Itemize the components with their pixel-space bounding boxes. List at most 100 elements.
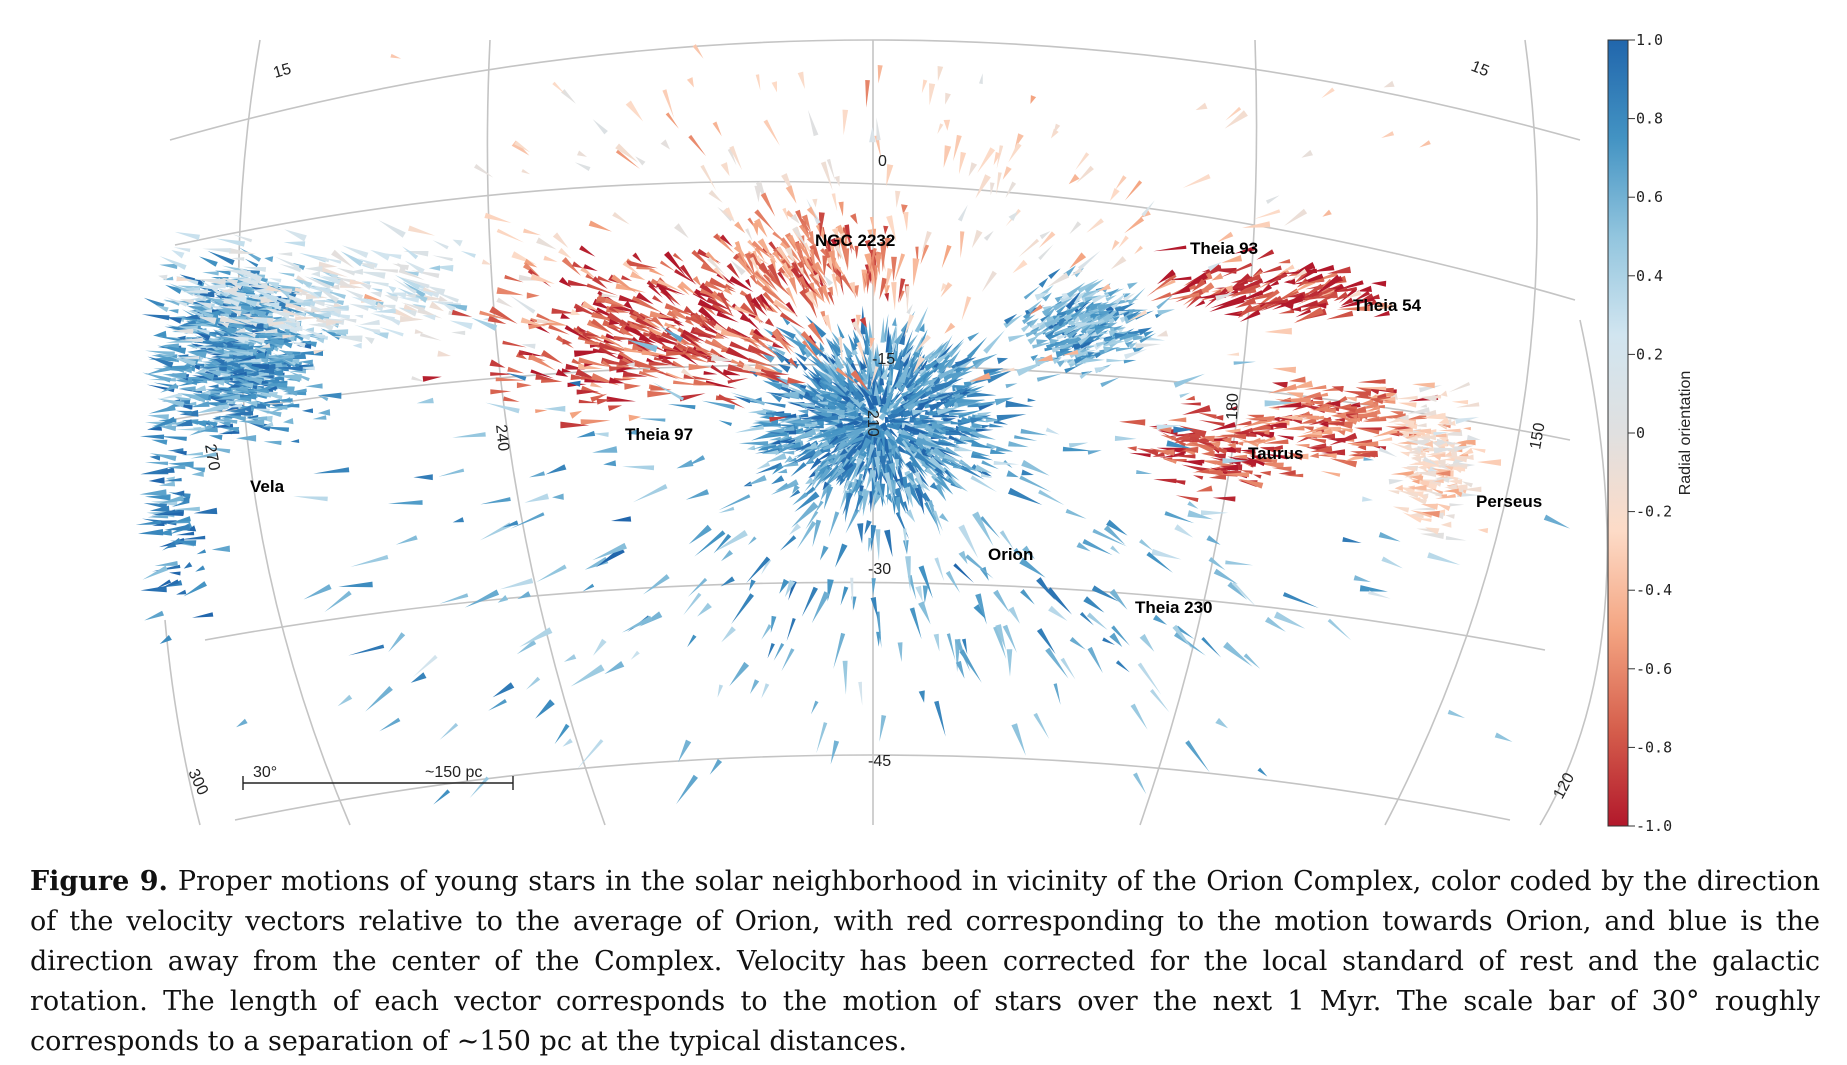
velocity-vector xyxy=(883,472,895,506)
velocity-vector xyxy=(272,375,285,382)
velocity-vector xyxy=(842,660,848,695)
velocity-vector xyxy=(179,299,195,305)
velocity-vector xyxy=(898,353,914,384)
velocity-vector xyxy=(827,364,847,388)
velocity-vector xyxy=(786,618,796,642)
velocity-vector xyxy=(906,303,913,315)
velocity-vector xyxy=(1422,489,1443,497)
velocity-vector xyxy=(339,318,357,323)
velocity-vector xyxy=(1303,283,1324,297)
velocity-vector xyxy=(941,458,962,470)
velocity-vector xyxy=(962,392,971,396)
velocity-vector xyxy=(1068,442,1089,448)
velocity-vector xyxy=(198,287,220,295)
velocity-vector xyxy=(618,295,640,303)
velocity-vector xyxy=(352,342,362,349)
velocity-vector xyxy=(552,81,565,94)
velocity-vector xyxy=(1219,434,1247,440)
velocity-vector xyxy=(1097,303,1118,312)
velocity-vector xyxy=(680,368,696,379)
velocity-vector xyxy=(814,388,838,399)
velocity-vector xyxy=(1286,392,1304,399)
velocity-vector xyxy=(526,292,540,299)
velocity-vector xyxy=(1321,87,1335,99)
velocity-vector xyxy=(834,244,844,261)
velocity-vector xyxy=(258,383,288,388)
velocity-vector xyxy=(931,474,946,494)
velocity-vector xyxy=(883,225,889,235)
velocity-vector xyxy=(713,533,732,554)
velocity-vector xyxy=(220,427,240,432)
velocity-vector xyxy=(283,241,306,247)
velocity-vector xyxy=(870,524,877,552)
velocity-vector xyxy=(934,378,964,392)
velocity-vector xyxy=(584,556,609,570)
velocity-vector xyxy=(806,198,821,225)
velocity-vector xyxy=(1083,278,1105,294)
velocity-vector xyxy=(149,453,177,462)
velocity-vector xyxy=(646,280,658,289)
velocity-vector xyxy=(1362,496,1373,502)
velocity-vector xyxy=(856,341,868,370)
velocity-vector xyxy=(666,309,680,320)
velocity-vector xyxy=(1070,267,1083,277)
velocity-vector xyxy=(694,530,726,557)
velocity-vector xyxy=(1045,647,1069,679)
velocity-vector xyxy=(1294,443,1310,448)
velocity-vector xyxy=(790,462,807,477)
caption-text: Proper motions of young stars in the sol… xyxy=(30,866,1820,1057)
velocity-vector xyxy=(1182,459,1203,466)
velocity-vector xyxy=(812,519,822,548)
velocity-vector xyxy=(698,306,725,330)
velocity-vector xyxy=(507,366,525,374)
velocity-vector xyxy=(1059,348,1073,354)
velocity-vector xyxy=(1447,709,1466,719)
velocity-vector xyxy=(1006,649,1013,677)
velocity-vector xyxy=(579,245,596,257)
velocity-vector xyxy=(1005,181,1017,199)
velocity-vector xyxy=(866,444,876,468)
velocity-vector xyxy=(1053,683,1061,705)
velocity-vector xyxy=(1308,430,1322,436)
velocity-vector xyxy=(1185,293,1202,309)
velocity-vector xyxy=(1220,464,1239,471)
velocity-vector xyxy=(664,251,686,276)
velocity-vector xyxy=(959,386,970,394)
velocity-vector xyxy=(1283,278,1296,285)
velocity-vector xyxy=(808,424,824,429)
velocity-vector xyxy=(700,164,717,191)
velocity-vector xyxy=(192,327,210,335)
velocity-vector xyxy=(452,239,463,247)
velocity-vector xyxy=(898,278,906,304)
velocity-vector xyxy=(679,393,706,402)
velocity-vector xyxy=(1141,200,1155,217)
velocity-vector xyxy=(884,529,893,558)
velocity-vector xyxy=(1048,605,1068,621)
velocity-vector xyxy=(1087,646,1103,674)
velocity-vector xyxy=(685,489,709,500)
velocity-vector xyxy=(490,372,515,376)
velocity-vector xyxy=(1036,577,1056,601)
velocity-vector xyxy=(438,468,465,477)
velocity-vector xyxy=(802,340,824,366)
velocity-vector xyxy=(812,367,834,384)
velocity-vector xyxy=(1127,282,1138,290)
velocity-vector xyxy=(166,476,175,484)
velocity-vector xyxy=(1421,510,1440,518)
velocity-vector xyxy=(1409,431,1425,436)
velocity-vector xyxy=(687,577,708,597)
velocity-vector xyxy=(989,423,1004,428)
velocity-vector xyxy=(1268,405,1280,411)
velocity-vector xyxy=(230,296,247,303)
velocity-vector xyxy=(1237,478,1264,489)
velocity-vector xyxy=(202,390,211,395)
velocity-vector xyxy=(279,263,302,273)
velocity-vector xyxy=(943,145,952,168)
velocity-vector xyxy=(1395,395,1418,400)
velocity-vector xyxy=(812,198,818,208)
velocity-vector xyxy=(1023,285,1041,300)
velocity-vector xyxy=(1156,330,1169,337)
velocity-vector xyxy=(746,556,771,584)
velocity-vector xyxy=(451,330,466,336)
velocity-vector xyxy=(717,394,746,409)
